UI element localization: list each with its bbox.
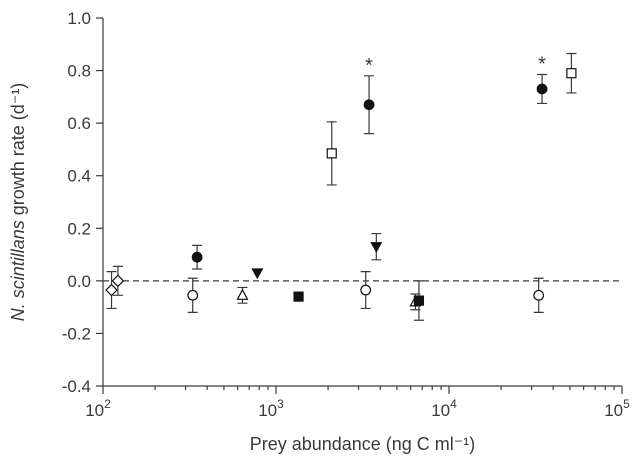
point-marker (413, 295, 425, 306)
point-marker (536, 83, 548, 95)
data-point (360, 271, 372, 310)
y-tick-label: 0.6 (67, 114, 91, 133)
y-tick-label: -0.2 (62, 324, 91, 343)
point-marker (236, 288, 249, 300)
data-point (326, 121, 337, 186)
x-tick-label-exponent: 2 (104, 397, 111, 411)
y-tick-label: 0.2 (67, 219, 91, 238)
point-marker (191, 251, 203, 263)
data-point (251, 268, 264, 280)
x-tick-label-base: 10 (604, 401, 623, 420)
x-tick-label: 103 (258, 397, 284, 420)
data-point (191, 244, 203, 270)
y-axis-title-rest: growth rate (d⁻¹) (8, 83, 28, 221)
x-tick-label: 105 (604, 397, 630, 420)
point-marker (370, 242, 383, 253)
x-tick-label-exponent: 5 (623, 397, 630, 411)
y-tick-label: 0.4 (67, 167, 91, 186)
x-tick-label-base: 10 (431, 401, 450, 420)
y-tick-label: 1.0 (67, 9, 91, 28)
data-point (236, 286, 249, 304)
point-marker (105, 283, 118, 297)
point-marker (251, 268, 264, 280)
data-point (293, 291, 304, 302)
data-point (413, 280, 425, 321)
data-point (566, 52, 577, 94)
point-marker (533, 289, 545, 301)
data-point (111, 265, 125, 296)
data-point (370, 232, 383, 261)
data-point (105, 271, 118, 310)
y-tick-label: -0.4 (62, 377, 91, 396)
data-point: * (363, 55, 375, 135)
point-marker (326, 148, 337, 159)
data-point (533, 277, 545, 313)
data-point (187, 277, 199, 313)
x-axis-title: Prey abundance (ng C ml⁻¹) (250, 434, 476, 454)
x-tick-label-base: 10 (85, 401, 104, 420)
point-marker (187, 289, 199, 301)
point-marker (111, 274, 125, 288)
x-tick-label: 102 (85, 397, 111, 420)
point-marker (360, 284, 372, 296)
significance-star: * (365, 55, 373, 77)
x-axis-ticks: 102 103 104 105 (85, 386, 630, 420)
y-tick-label: 0.8 (67, 62, 91, 81)
data-point: * (536, 54, 548, 105)
x-tick-label: 104 (431, 397, 457, 420)
data-points: * * (105, 52, 577, 321)
x-tick-label-exponent: 3 (277, 397, 284, 411)
significance-star: * (538, 54, 546, 76)
y-axis-title-species: N. scintillans (8, 220, 28, 321)
axes (102, 18, 622, 387)
y-tick-label: 0.0 (67, 272, 91, 291)
point-marker (363, 99, 375, 111)
x-tick-label-base: 10 (258, 401, 277, 420)
x-tick-label-exponent: 4 (450, 397, 457, 411)
point-marker (293, 291, 304, 302)
point-marker (566, 68, 577, 79)
y-axis-title: N. scintillans growth rate (d⁻¹) (8, 83, 28, 322)
y-axis-ticks: -0.4 -0.2 0.0 0.2 0.4 0.6 0.8 1.0 (62, 9, 103, 396)
